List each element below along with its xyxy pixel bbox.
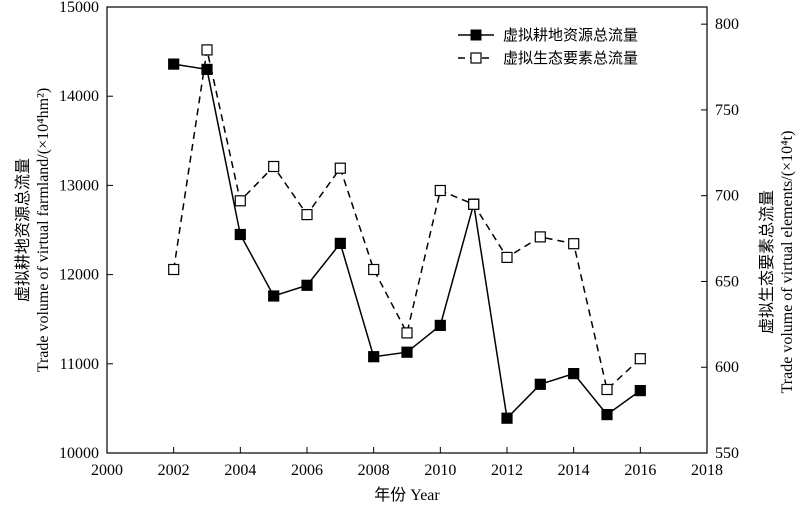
series-1-point: [168, 58, 180, 70]
series-2-point: [401, 327, 413, 339]
x-tick-label: 2004: [224, 462, 256, 479]
right-y-tick-label: 600: [715, 359, 739, 376]
series-2-point: [334, 162, 346, 174]
x-tick-label: 2014: [558, 462, 590, 479]
x-tick-label: 2010: [424, 462, 456, 479]
series-1-point: [601, 409, 613, 421]
series-2-point: [601, 383, 613, 396]
series-2-point: [368, 263, 380, 276]
series-2-point: [234, 195, 246, 207]
x-tick-label: 2008: [358, 462, 390, 479]
left-y-axis: 10000 11000 12000 13000 14000 15000: [59, 0, 113, 462]
left-y-tick-label: 12000: [59, 267, 99, 284]
series-2-point: [468, 198, 480, 210]
series-1-point: [634, 385, 646, 397]
x-tick-label: 2000: [91, 462, 123, 479]
series-1-point: [334, 237, 346, 249]
series-1-point: [434, 319, 446, 331]
left-axis-title-cn: 虚拟耕地资源总流量: [14, 158, 32, 302]
series-1-point: [268, 290, 280, 302]
series-2-point: [568, 238, 580, 250]
x-tick-label: 2012: [491, 462, 523, 479]
series-layer: [168, 44, 646, 424]
series-2-point: [534, 231, 546, 243]
right-axis-title-group: 虚拟生态要素总流量 Trade volume of virtual elemen…: [758, 131, 796, 394]
series-2-line: [172, 49, 641, 391]
left-y-tick-label: 14000: [59, 88, 99, 105]
plot-frame: [106, 6, 708, 454]
series-2-point: [301, 209, 313, 221]
series-1-point: [568, 368, 580, 380]
right-axis-title-cn: 虚拟生态要素总流量: [758, 190, 776, 334]
legend: 虚拟耕地资源总流量 虚拟生态要素总流量: [458, 26, 638, 67]
left-y-tick-label: 11000: [60, 356, 99, 373]
left-axis-title-en: Trade volume of virtual farmland/(×10⁴hm…: [35, 88, 52, 373]
series-1-point: [368, 351, 380, 363]
right-y-tick-label: 800: [715, 16, 739, 33]
right-y-tick-label: 650: [715, 273, 739, 290]
series-2-point: [634, 353, 646, 365]
series-1-point: [234, 228, 246, 241]
series-1-point: [401, 346, 413, 358]
right-y-tick-label: 700: [715, 188, 739, 205]
series-2-point: [268, 160, 280, 173]
right-y-tick-label: 750: [715, 102, 739, 119]
x-tick-label: 2018: [691, 462, 723, 479]
right-y-axis: 550 600 650 700 750 800: [701, 16, 739, 462]
left-y-tick-label: 10000: [59, 445, 99, 462]
series-2-point: [201, 44, 213, 56]
legend-marker-series-1: [470, 29, 482, 41]
right-axis-title-en: Trade volume of virtual elements/(×10⁴t): [779, 131, 796, 394]
legend-label-series-2: 虚拟生态要素总流量: [503, 49, 638, 67]
legend-marker-series-2: [470, 52, 482, 64]
series-2-point: [434, 184, 446, 197]
series-1-point: [301, 279, 313, 291]
series-2-point: [168, 263, 180, 276]
legend-label-series-1: 虚拟耕地资源总流量: [503, 26, 638, 44]
left-y-tick-label: 15000: [59, 0, 99, 16]
x-tick-label: 2006: [291, 462, 323, 479]
series-2-point: [501, 251, 513, 263]
x-axis-title: 年份 Year: [374, 486, 440, 504]
series-1-point: [501, 412, 513, 424]
series-1-point: [534, 378, 546, 390]
left-y-tick-label: 13000: [59, 177, 99, 194]
x-tick-label: 2016: [624, 462, 656, 479]
x-axis: 2000 2002 2004 2006 2008 2010 2012 2014 2016 2018: [91, 447, 723, 479]
x-tick-label: 2002: [158, 462, 190, 479]
right-y-tick-label: 550: [715, 445, 739, 462]
left-axis-title-group: 虚拟耕地资源总流量 Trade volume of virtual farmla…: [14, 88, 52, 373]
